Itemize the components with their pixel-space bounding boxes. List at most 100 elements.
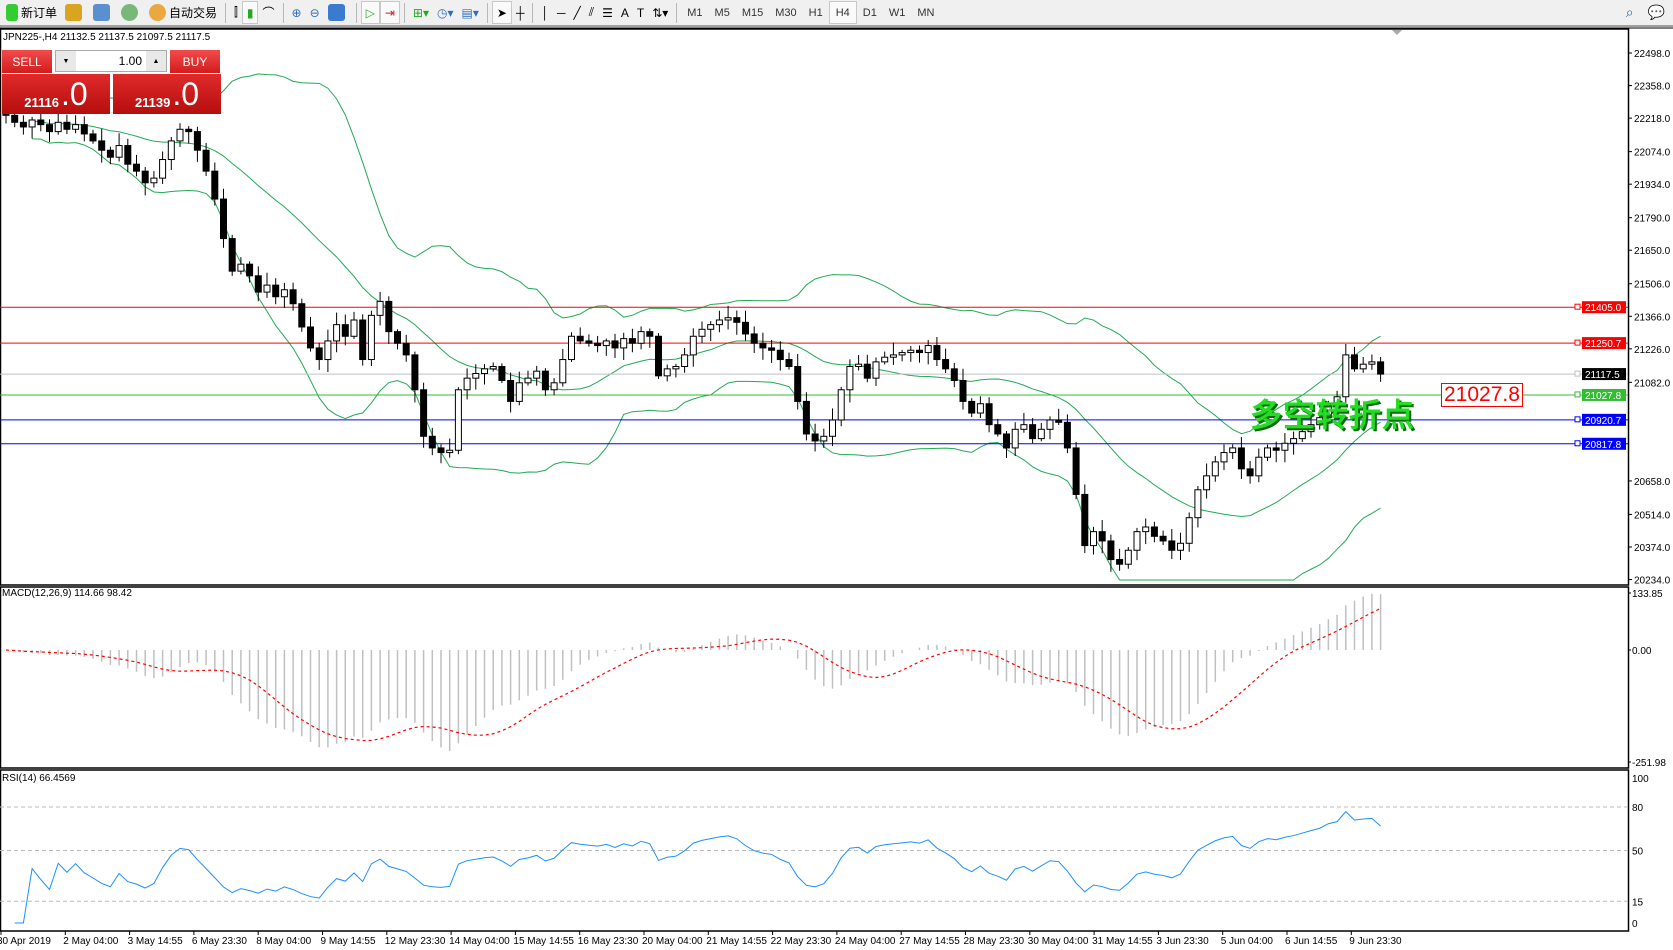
candle-body	[637, 331, 645, 344]
line-chart-button[interactable]: ⌒	[258, 1, 278, 24]
candle-body	[1255, 456, 1263, 477]
lot-size-input[interactable]	[76, 51, 146, 71]
new-order-icon	[6, 4, 18, 21]
candle-body	[72, 124, 80, 130]
price-tick-label: 21934.0	[1634, 180, 1671, 191]
search-icon[interactable]: ⌕	[1625, 4, 1634, 20]
time-label: 3 May 14:55	[128, 936, 183, 947]
chart-shift-button[interactable]: ⇥	[379, 1, 400, 24]
new-order-button[interactable]: 新订单	[2, 1, 61, 24]
text-button[interactable]: A	[617, 1, 633, 24]
increase-lot-icon[interactable]: ▲	[146, 51, 166, 71]
market-watch-button[interactable]	[61, 1, 89, 24]
time-label: 22 May 23:30	[771, 936, 832, 947]
candle	[785, 352, 793, 370]
periods-button[interactable]: ◷▾	[433, 1, 458, 24]
toolbar-right: ⌕ 💬	[1626, 4, 1665, 21]
decrease-lot-icon[interactable]: ▼	[56, 51, 76, 71]
navigator-button[interactable]	[89, 1, 117, 24]
candle	[1081, 484, 1089, 554]
candle-body	[872, 361, 880, 379]
price-tick-label: 20514.0	[1634, 510, 1671, 521]
text-label-button[interactable]: T	[633, 1, 648, 24]
timeframe-mn[interactable]: MN	[917, 6, 935, 19]
candle-body	[359, 319, 367, 361]
auto-trading-button[interactable]: 自动交易	[145, 1, 221, 24]
candle	[115, 133, 123, 162]
macd-label: MACD(12,26,9) 114.66 98.42	[2, 588, 132, 599]
horizontal-line-icon: ─	[556, 5, 566, 20]
candle	[341, 314, 349, 346]
candle	[585, 334, 593, 347]
buy-button[interactable]: BUY	[170, 50, 220, 74]
zoom-out-button[interactable]: ⊖	[306, 1, 324, 24]
timeframe-h4[interactable]: H4	[828, 1, 857, 24]
candle	[1029, 418, 1037, 444]
chat-icon[interactable]: 💬	[1647, 4, 1665, 20]
signals-button[interactable]	[117, 1, 145, 24]
bollinger-lower-band	[32, 138, 1381, 581]
buy-price[interactable]: 21139.0	[113, 74, 221, 114]
candle	[681, 347, 689, 373]
candle-body	[1246, 468, 1254, 477]
sell-price[interactable]: 21116.0	[2, 74, 110, 114]
candle	[942, 348, 950, 374]
indicators-button[interactable]: ⊞▾	[409, 1, 433, 24]
candle	[524, 370, 532, 386]
fibonacci-button[interactable]: ☰	[598, 1, 617, 24]
candle	[1211, 456, 1219, 482]
candle-body	[46, 124, 53, 133]
sell-button[interactable]: SELL	[2, 50, 52, 74]
timeframe-m5[interactable]: M5	[714, 6, 730, 19]
candle	[1194, 486, 1202, 528]
timeframe-m30[interactable]: M30	[775, 6, 797, 19]
candle-body	[289, 289, 297, 305]
cursor-button[interactable]: ➤	[491, 1, 512, 24]
trendline-button[interactable]: ╱	[569, 1, 584, 24]
timeframe-m15[interactable]: M15	[741, 6, 764, 19]
time-label: 6 May 23:30	[192, 936, 247, 947]
one-click-trading-panel: SELL ▼ ▲ BUY 21116.0 21139.0	[2, 50, 221, 114]
candle	[916, 345, 923, 363]
templates-icon: ▤▾	[461, 5, 479, 20]
templates-button[interactable]: ▤▾	[458, 1, 483, 24]
panel-frame	[0, 586, 1630, 769]
price-level-handle	[1574, 303, 1581, 310]
horizontal-line-button[interactable]: ─	[553, 1, 570, 24]
candle-body	[811, 433, 819, 442]
candle-body	[411, 354, 419, 391]
candle-body	[202, 149, 210, 172]
candle-body	[750, 333, 758, 344]
price-tick-label: 21366.0	[1634, 312, 1671, 323]
candlestick-button[interactable]: ▮	[241, 1, 259, 24]
candle-body	[167, 140, 175, 161]
candle	[646, 328, 654, 348]
candle	[1203, 463, 1211, 499]
crosshair-button[interactable]: ┼	[512, 1, 529, 24]
arrows-button[interactable]: ⇅▾	[648, 1, 672, 24]
candle-body	[1203, 475, 1211, 491]
time-label: 14 May 04:00	[449, 936, 510, 947]
cursor-icon: ➤	[496, 5, 507, 20]
vertical-line-button[interactable]: │	[537, 1, 553, 24]
candle-body	[759, 342, 767, 349]
rsi-tick-label: 100	[1632, 774, 1649, 785]
candle-body	[272, 284, 280, 298]
timeframe-d1[interactable]: D1	[862, 6, 877, 19]
timeframe-h1[interactable]: H1	[808, 6, 823, 19]
timeframe-m1[interactable]: M1	[687, 6, 703, 19]
auto-scroll-button[interactable]: ▷	[360, 1, 380, 24]
candle	[1281, 433, 1289, 463]
equidistant-channel-button[interactable]: ⫽	[585, 1, 598, 24]
candle	[1055, 408, 1063, 425]
equidistant-channel-icon: ⫽	[588, 5, 595, 19]
toolbar: 新订单 自动交易 ⫿ ▮ ⌒ ⊕ ⊖ ▷ ⇥ ⊞▾ ◷▾ ▤▾ ➤ ┼ │ ─ …	[0, 0, 1673, 27]
lot-size-stepper[interactable]: ▼ ▲	[55, 50, 167, 72]
timeframe-w1[interactable]: W1	[888, 6, 906, 19]
zoom-in-button[interactable]: ⊕	[288, 1, 306, 24]
tile-windows-button[interactable]	[324, 1, 352, 24]
price-level-label: 21250.7	[1585, 339, 1622, 350]
bar-chart-button[interactable]: ⫿	[230, 1, 242, 24]
candle-body	[715, 319, 723, 326]
